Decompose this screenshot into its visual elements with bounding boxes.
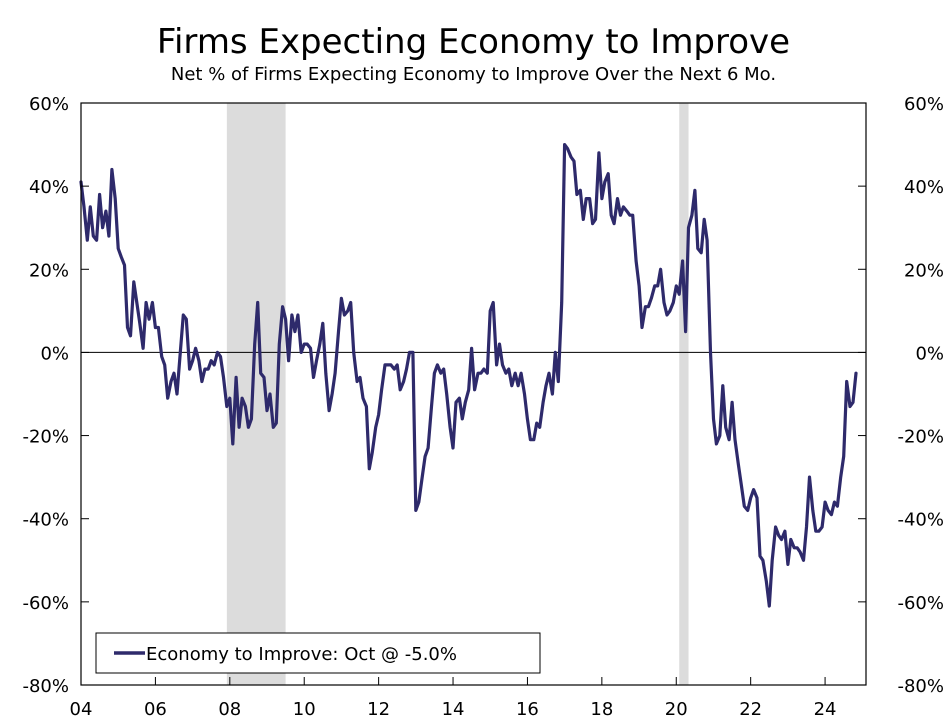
- series-line-0: [79, 143, 858, 608]
- right-y-tick-label: -20%: [897, 427, 944, 448]
- left-y-tick-label: 20%: [29, 260, 69, 281]
- x-tick-label: 20: [665, 699, 688, 720]
- right-y-tick-label: 60%: [904, 94, 944, 115]
- x-tick-label: 12: [367, 699, 390, 720]
- x-tick-label: 04: [70, 699, 93, 720]
- x-tick-label: 24: [814, 699, 837, 720]
- x-tick-label: 06: [144, 699, 167, 720]
- left-y-tick-label: -80%: [22, 676, 69, 697]
- x-tick-label: 18: [590, 699, 613, 720]
- right-y-tick-label: 0%: [915, 343, 944, 364]
- chart-subtitle: Net % of Firms Expecting Economy to Impr…: [170, 64, 777, 85]
- x-tick-label: 14: [442, 699, 465, 720]
- x-tick-label: 10: [293, 699, 316, 720]
- left-y-tick-label: 0%: [40, 343, 69, 364]
- plot-frame: [80, 102, 867, 686]
- legend: Economy to Improve: Oct @ -5.0%: [95, 632, 541, 674]
- left-y-tick-label: -40%: [22, 510, 69, 531]
- x-tick-label: 08: [218, 699, 241, 720]
- legend-label: Economy to Improve: Oct @ -5.0%: [146, 644, 457, 665]
- right-y-tick-label: -40%: [897, 510, 944, 531]
- chart-title: Firms Expecting Economy to Improve: [156, 22, 791, 62]
- x-axis: 04 06 08 10 12 14 16 18 20 22 24: [70, 677, 837, 720]
- series-layer: [79, 143, 858, 608]
- x-tick-label: 16: [516, 699, 539, 720]
- right-y-axis: 60% 40% 20% 0% -20% -40% -60% -80%: [858, 94, 944, 697]
- right-y-tick-label: 20%: [904, 260, 944, 281]
- right-y-tick-label: 40%: [904, 177, 944, 198]
- recession-band-1: [679, 103, 689, 685]
- left-y-tick-label: -60%: [22, 593, 69, 614]
- x-tick-label: 22: [739, 699, 762, 720]
- legend-box: [95, 632, 541, 674]
- left-y-axis: 60% 40% 20% 0% -20% -40% -60% -80%: [22, 94, 89, 697]
- right-y-tick-label: -80%: [897, 676, 944, 697]
- left-y-tick-label: -20%: [22, 427, 69, 448]
- left-y-tick-label: 40%: [29, 177, 69, 198]
- recession-shading-layer: [226, 103, 689, 685]
- right-y-tick-label: -60%: [897, 593, 944, 614]
- left-y-tick-label: 60%: [29, 94, 69, 115]
